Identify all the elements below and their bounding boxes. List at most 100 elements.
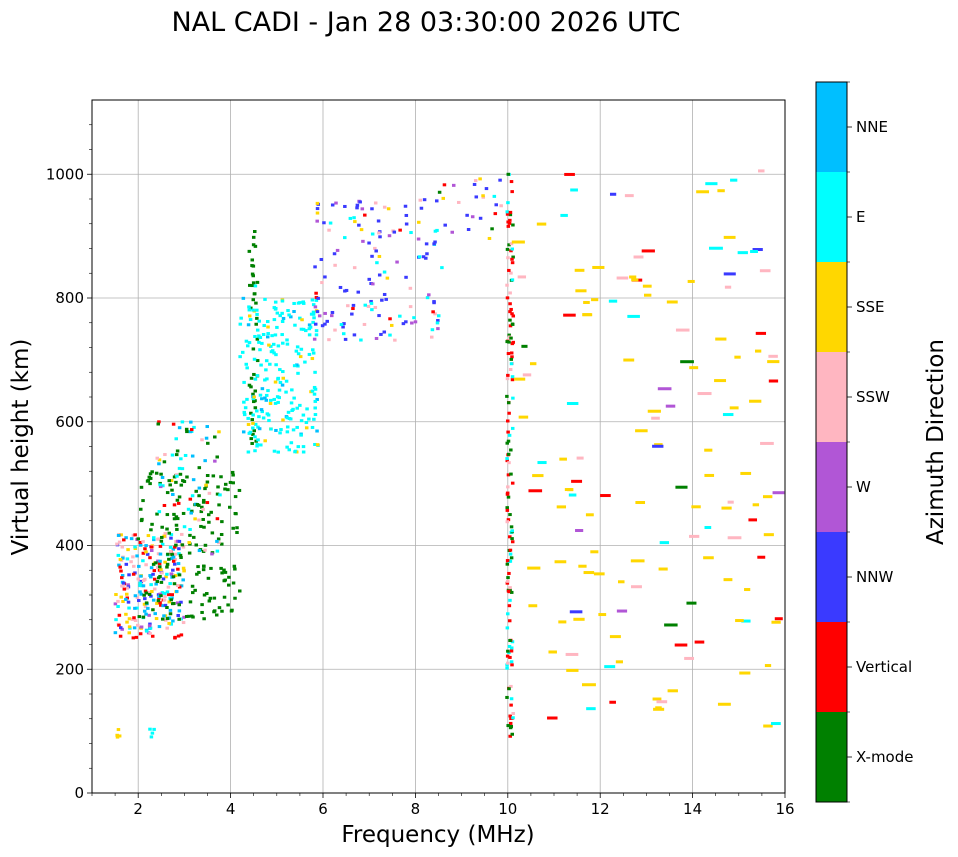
echo-point-e [299,347,304,351]
echo-point-nnw [403,204,408,208]
echo-point-e [294,349,299,353]
echo-point-e [560,213,568,217]
echo-point-ssw [207,491,212,495]
echo-point-sse [124,612,128,616]
echo-point-nnw [404,275,408,279]
echo-point-e [425,296,430,300]
echo-point-ssw [473,179,478,183]
echo-point-e [257,415,261,419]
echo-point-x-mode [206,513,211,517]
echo-point-e [310,298,315,302]
echo-point-x-mode [250,258,255,262]
echo-point-x-mode [220,542,224,546]
echo-point-vertical [505,559,510,563]
echo-point-e [266,332,270,336]
echo-point-e [160,591,165,595]
echo-point-e [269,344,273,348]
echo-point-e [240,350,245,354]
echo-point-sse [125,620,129,624]
echo-point-vertical [189,428,194,432]
echo-point-nne [157,625,162,629]
echo-point-x-mode [165,527,169,531]
echo-point-x-mode [505,441,509,445]
echo-point-sse [315,211,320,215]
echo-point-e [507,644,512,648]
echo-point-nnw [752,248,763,252]
echo-point-e [566,401,579,405]
echo-point-sse [263,439,267,443]
echo-point-w [470,215,475,219]
echo-point-sse [629,275,637,279]
echo-point-e [161,484,165,488]
echo-point-w [427,293,431,297]
echo-point-ssw [508,368,513,372]
echo-point-sse [582,313,593,317]
echo-point-ssw [173,552,178,556]
echo-point-w [410,321,414,325]
echo-point-sse [704,473,715,477]
echo-point-ssw [758,169,765,173]
echo-point-vertical [122,538,126,542]
echo-point-x-mode [154,561,158,565]
plot-frame [91,99,786,794]
echo-point-e [312,417,316,421]
echo-point-x-mode [175,527,179,531]
echo-point-nnw [351,303,356,307]
echo-point-vertical [506,473,511,477]
echo-point-w [665,404,676,408]
echo-point-nne [189,420,193,424]
echo-point-ssw [697,392,712,396]
echo-point-vertical [508,714,512,718]
echo-point-x-mode [214,613,219,617]
echo-point-w [210,552,214,556]
echo-point-e [168,582,172,586]
echo-point-e [218,493,222,497]
echo-point-w [317,314,322,318]
echo-point-sse [532,474,544,478]
echo-point-w [120,627,124,631]
echo-point-e [750,250,758,254]
echo-point-e [370,308,374,312]
echo-point-ssw [131,555,135,559]
echo-point-ssw [373,201,378,205]
echo-point-x-mode [196,565,200,569]
echo-point-e [165,590,170,594]
echo-point-nne [117,563,121,567]
echo-point-ssw [141,579,146,583]
echo-point-ssw [418,198,423,202]
echo-point-nnw [355,203,360,207]
echo-point-x-mode [510,732,514,736]
echo-point-ssw [166,585,171,589]
echo-point-x-mode [207,599,212,603]
echo-point-sse [359,228,364,232]
echo-point-x-mode [506,172,511,176]
echo-point-nne [142,609,147,613]
echo-point-sse [511,240,525,244]
echo-point-nne [265,335,270,339]
echo-point-w [361,239,365,243]
echo-point-e [264,359,269,363]
echo-point-x-mode [253,230,257,234]
echo-point-ssw [373,305,378,309]
echo-point-e [253,435,257,439]
colorbar-label: Azimuth Direction [923,339,949,545]
echo-point-nnw [137,599,141,603]
echo-point-x-mode [510,537,514,541]
echo-point-ssw [120,545,125,549]
echo-point-x-mode [253,389,258,393]
echo-point-e [245,366,249,370]
echo-point-e [313,387,318,391]
echo-point-e [586,707,596,711]
echo-point-nnw [319,257,324,261]
echo-point-x-mode [191,591,195,595]
echo-point-nnw [127,573,131,577]
echo-point-e [257,340,261,344]
echo-point-sse [581,683,596,687]
echo-point-vertical [507,571,511,575]
echo-point-e [312,385,317,389]
echo-point-e [296,352,301,356]
echo-point-x-mode [150,522,154,526]
echo-point-nne [141,584,146,588]
echo-point-x-mode [195,502,200,506]
echo-point-x-mode [186,614,191,618]
